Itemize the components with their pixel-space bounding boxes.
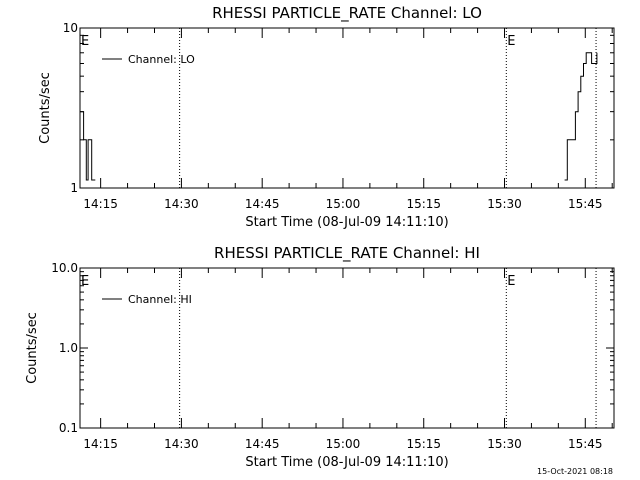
- footer-timestamp: 15-Oct-2021 08:18: [537, 467, 613, 476]
- x-tick-label: 15:30: [487, 437, 522, 451]
- panel-hi: RHESSI PARTICLE_RATE Channel: HI Counts/s…: [25, 244, 615, 470]
- y-tick-label: 0.1: [59, 421, 78, 435]
- x-tick-label: 14:45: [245, 197, 280, 211]
- x-tick-label: 15:00: [326, 437, 361, 451]
- x-axis-label: Start Time (08-Jul-09 14:11:10): [245, 455, 448, 470]
- x-tick-label: 15:00: [326, 197, 361, 211]
- y-axis-label: Counts/sec: [38, 72, 53, 144]
- x-tick-label: 15:30: [487, 197, 522, 211]
- series-line: [564, 52, 598, 181]
- chart-title: RHESSI PARTICLE_RATE Channel: HI: [214, 244, 480, 263]
- x-tick-label: 14:15: [83, 197, 118, 211]
- legend-label: Channel: LO: [128, 53, 195, 66]
- y-axis-label: Counts/sec: [25, 312, 40, 384]
- x-tick-label: 15:45: [568, 437, 603, 451]
- x-axis-label: Start Time (08-Jul-09 14:11:10): [245, 215, 448, 230]
- y-tick-label: 10: [63, 21, 78, 35]
- x-tick-label: 14:30: [164, 437, 199, 451]
- panel-lo: RHESSI PARTICLE_RATE Channel: LO Counts/s…: [38, 4, 615, 230]
- x-tick-label: 14:15: [83, 437, 118, 451]
- x-tick-label: 15:15: [406, 197, 441, 211]
- plot-frame: [79, 267, 615, 429]
- x-tick-label: 14:30: [164, 197, 199, 211]
- eclipse-marker-label: E: [507, 34, 515, 49]
- eclipse-marker-label: E: [81, 34, 89, 49]
- y-tick-label: 1.0: [59, 341, 78, 355]
- eclipse-marker-label: E: [81, 274, 89, 289]
- y-tick-label: 1: [70, 181, 78, 195]
- legend-label: Channel: HI: [128, 293, 192, 306]
- x-tick-label: 15:15: [406, 437, 441, 451]
- x-tick-label: 15:45: [568, 197, 603, 211]
- eclipse-marker-label: E: [507, 274, 515, 289]
- y-tick-label: 10.0: [51, 261, 78, 275]
- x-tick-label: 14:45: [245, 437, 280, 451]
- chart-title: RHESSI PARTICLE_RATE Channel: LO: [212, 4, 482, 23]
- series-line: [80, 111, 96, 181]
- plot-frame: [79, 27, 615, 189]
